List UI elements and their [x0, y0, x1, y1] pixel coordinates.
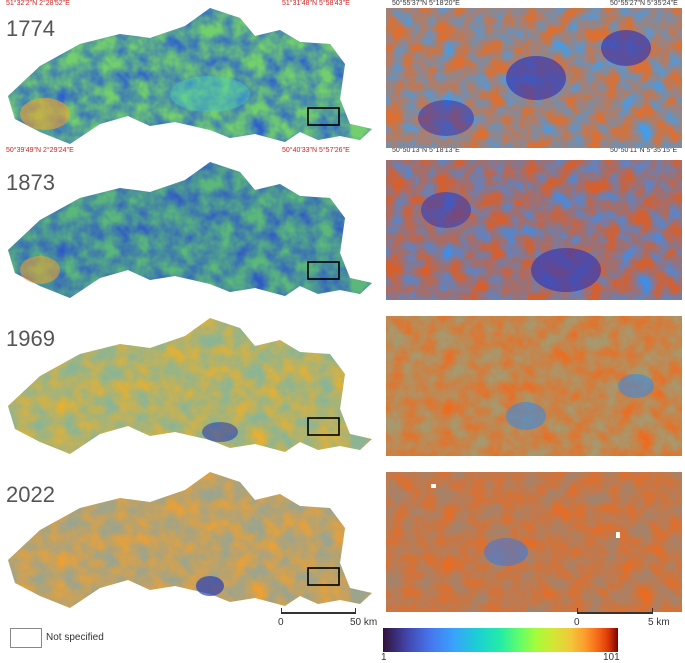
scalebar-start: 0 [574, 617, 580, 628]
coord-inset-top-left: 50°55'37"N 5°18'20"E [392, 0, 460, 7]
coord-top-right: 51°31'48"N 5°58'43"E [282, 0, 350, 7]
legend-swatch [10, 628, 42, 648]
colorbar [383, 628, 618, 652]
colorbar-max: 101 [603, 652, 620, 663]
coord-inset-bottom-left: 50°50'13"N 5°18'13"E [392, 147, 460, 154]
legend-label: Not specified [46, 632, 104, 643]
inset-map [386, 316, 682, 456]
scalebar-end: 5 km [648, 617, 670, 628]
scalebar-end: 50 km [350, 617, 378, 628]
coord-top-left: 51°32'2"N 2°28'52"E [6, 0, 70, 7]
scalebar-start: 0 [278, 617, 284, 628]
inset-map [386, 472, 682, 612]
year-label: 2022 [6, 482, 55, 507]
flanders-map [8, 472, 372, 608]
coord-inset-bottom-right: 50°50'11"N 5°35'15"E [610, 147, 678, 154]
flanders-map [8, 162, 372, 298]
coord-bottom-left: 50°39'49"N 2°29'24"E [6, 147, 74, 154]
year-label: 1969 [6, 326, 55, 351]
colorbar-min: 1 [381, 652, 387, 663]
flanders-map [8, 318, 372, 454]
inset-map [386, 8, 682, 148]
coord-bottom-right: 50°40'33"N 5°57'26"E [282, 147, 350, 154]
year-label: 1774 [6, 16, 55, 41]
year-label: 1873 [6, 170, 55, 195]
flanders-map [8, 8, 372, 144]
coord-inset-top-right: 50°55'27"N 5°35'24"E [610, 0, 678, 7]
inset-map [386, 160, 682, 300]
